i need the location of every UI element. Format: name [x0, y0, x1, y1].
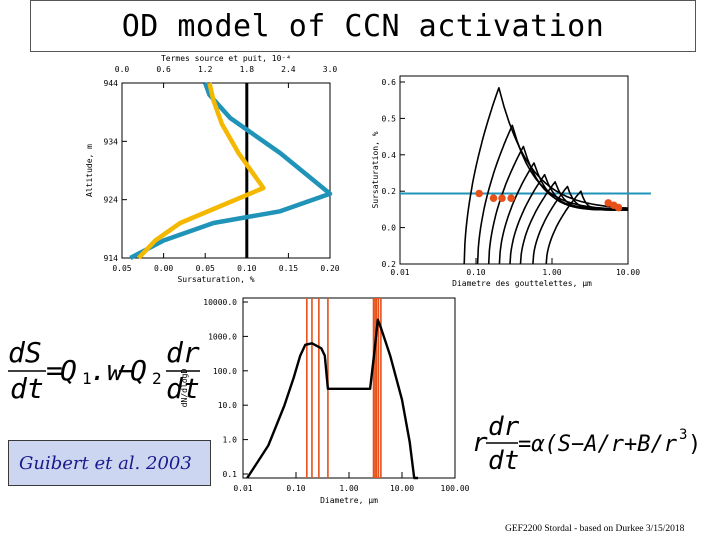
top-tick-label: 1.8 — [240, 65, 255, 74]
eq-exponent: 3 — [679, 427, 687, 443]
distribution-curve — [246, 318, 418, 480]
top-tick-label: 0.0 — [115, 65, 130, 74]
eq-dr-right: dr — [488, 415, 520, 442]
plot-frame — [399, 75, 629, 265]
x-axis-label: Sursaturation, % — [177, 275, 254, 284]
y-tick-label: 0.2 — [382, 187, 397, 196]
top-tick-label: 0.6 — [156, 65, 171, 74]
kohler-curve-5 — [509, 173, 628, 265]
kohler-curves-chart: 0.01 0.10 1.00 10.00 Diametre des gouttelett… — [371, 75, 651, 288]
activation-marker — [475, 189, 483, 198]
x-tick-label: 0.10 — [286, 484, 305, 493]
eq-rhs: =α(S−A/r+B/r — [518, 432, 678, 457]
y-tick-label: 10.0 — [218, 401, 237, 410]
x-tick-label: 0.20 — [320, 264, 339, 273]
x-tick-label: 0.05 — [196, 264, 215, 273]
top-tick-label: 2.4 — [281, 65, 296, 74]
growth-equation: r dr dt =α(S−A/r+B/r 3 ) — [472, 415, 701, 476]
title-banner: OD model of CCN activation — [30, 0, 696, 52]
x-tick-label: 0.05 — [112, 264, 131, 273]
y-tick-label: 100.0 — [213, 367, 237, 376]
x-tick-label: 0.10 — [237, 264, 256, 273]
eq-dt-right: dt — [488, 446, 519, 476]
eq-dt: dt — [10, 372, 44, 405]
y-tick-label: 0.1 — [223, 470, 238, 479]
x-tick-label: 100.00 — [441, 484, 470, 493]
supersaturation-equation: dS dt = Q 1 .w − Q 2 dr dt — [8, 336, 200, 405]
eq-Q2: Q — [130, 354, 147, 387]
top-axis-label: Termes source et puit, 10⁻⁴ — [161, 54, 291, 63]
citation-box: Guibert et al. 2003 — [8, 440, 211, 486]
kohler-curve-8 — [545, 190, 628, 265]
y-tick-label: 0.0 — [382, 224, 397, 233]
top-tick-label: 3.0 — [323, 65, 338, 74]
y-axis-label: Sursaturation, % — [371, 131, 380, 208]
y-tick-label: 944 — [104, 79, 119, 88]
eq-sub1: 1 — [82, 369, 92, 388]
y-axis-label: Altitude, m — [85, 144, 94, 197]
eq-equals: = — [46, 354, 63, 387]
x-tick-label: 1.00 — [339, 484, 358, 493]
x-tick-label: 0.15 — [279, 264, 298, 273]
y-tick-label: 1.0 — [223, 436, 238, 445]
x-tick-label: 0.00 — [154, 264, 173, 273]
eq-close-paren: ) — [688, 432, 701, 457]
y-tick-label: 10000.0 — [203, 298, 237, 307]
x-axis-label: Diametre des gouttelettes, µm — [452, 279, 592, 288]
eq-dS: dS — [8, 336, 42, 369]
altitude-profile-chart: Termes source et puit, 10⁻⁴ 0.0 0.6 1.2 1.8 2… — [85, 54, 340, 284]
series-source-term — [129, 82, 333, 260]
footer-credit: GEF2200 Stordal - based on Durkee 3/15/2… — [505, 524, 685, 534]
x-tick-label: 10.00 — [616, 268, 640, 277]
activation-marker — [498, 194, 506, 202]
y-tick-label: 0.4 — [382, 151, 397, 160]
y-axis-label: dN/dlogD — [180, 369, 189, 408]
eq-minus: − — [118, 354, 135, 387]
top-tick-label: 1.2 — [198, 65, 213, 74]
kohler-curve-2 — [476, 124, 629, 265]
x-tick-label: 0.10 — [466, 268, 485, 277]
y-tick-label: 914 — [104, 254, 119, 263]
eq-Q1: Q — [60, 354, 77, 387]
page-title: OD model of CCN activation — [121, 8, 605, 44]
x-axis-label: Diametre, µm — [320, 496, 378, 505]
size-distribution-chart: 0.01 0.10 1.00 10.00 100.00 Diametre, µm 10000… — [180, 297, 470, 505]
y-tick-label: 0.5 — [382, 114, 397, 123]
y-tick-label: 924 — [104, 196, 119, 205]
series-sink-term — [136, 82, 266, 260]
x-tick-label: 0.01 — [233, 484, 252, 493]
activation-marker — [507, 194, 515, 202]
citation-text: Guibert et al. 2003 — [19, 452, 192, 474]
y-tick-label: 1000.0 — [208, 332, 237, 341]
y-tick-label: 934 — [104, 137, 119, 146]
x-tick-label: 10.00 — [390, 484, 414, 493]
x-tick-label: 0.01 — [390, 268, 409, 277]
activation-marker — [489, 194, 498, 202]
eq-dr: dr — [166, 336, 200, 369]
x-tick-label: 1.00 — [542, 268, 561, 277]
eq-r: r — [472, 428, 488, 458]
y-tick-label: 0.2 — [382, 260, 397, 269]
eq-w: .w — [90, 354, 125, 387]
y-tick-label: 0.6 — [382, 78, 397, 87]
eq-sub2: 2 — [152, 369, 162, 388]
activation-marker — [614, 203, 623, 212]
plot-frame — [121, 82, 331, 259]
eq-dt-2: dt — [166, 372, 200, 405]
kohler-curve-1 — [463, 87, 629, 265]
